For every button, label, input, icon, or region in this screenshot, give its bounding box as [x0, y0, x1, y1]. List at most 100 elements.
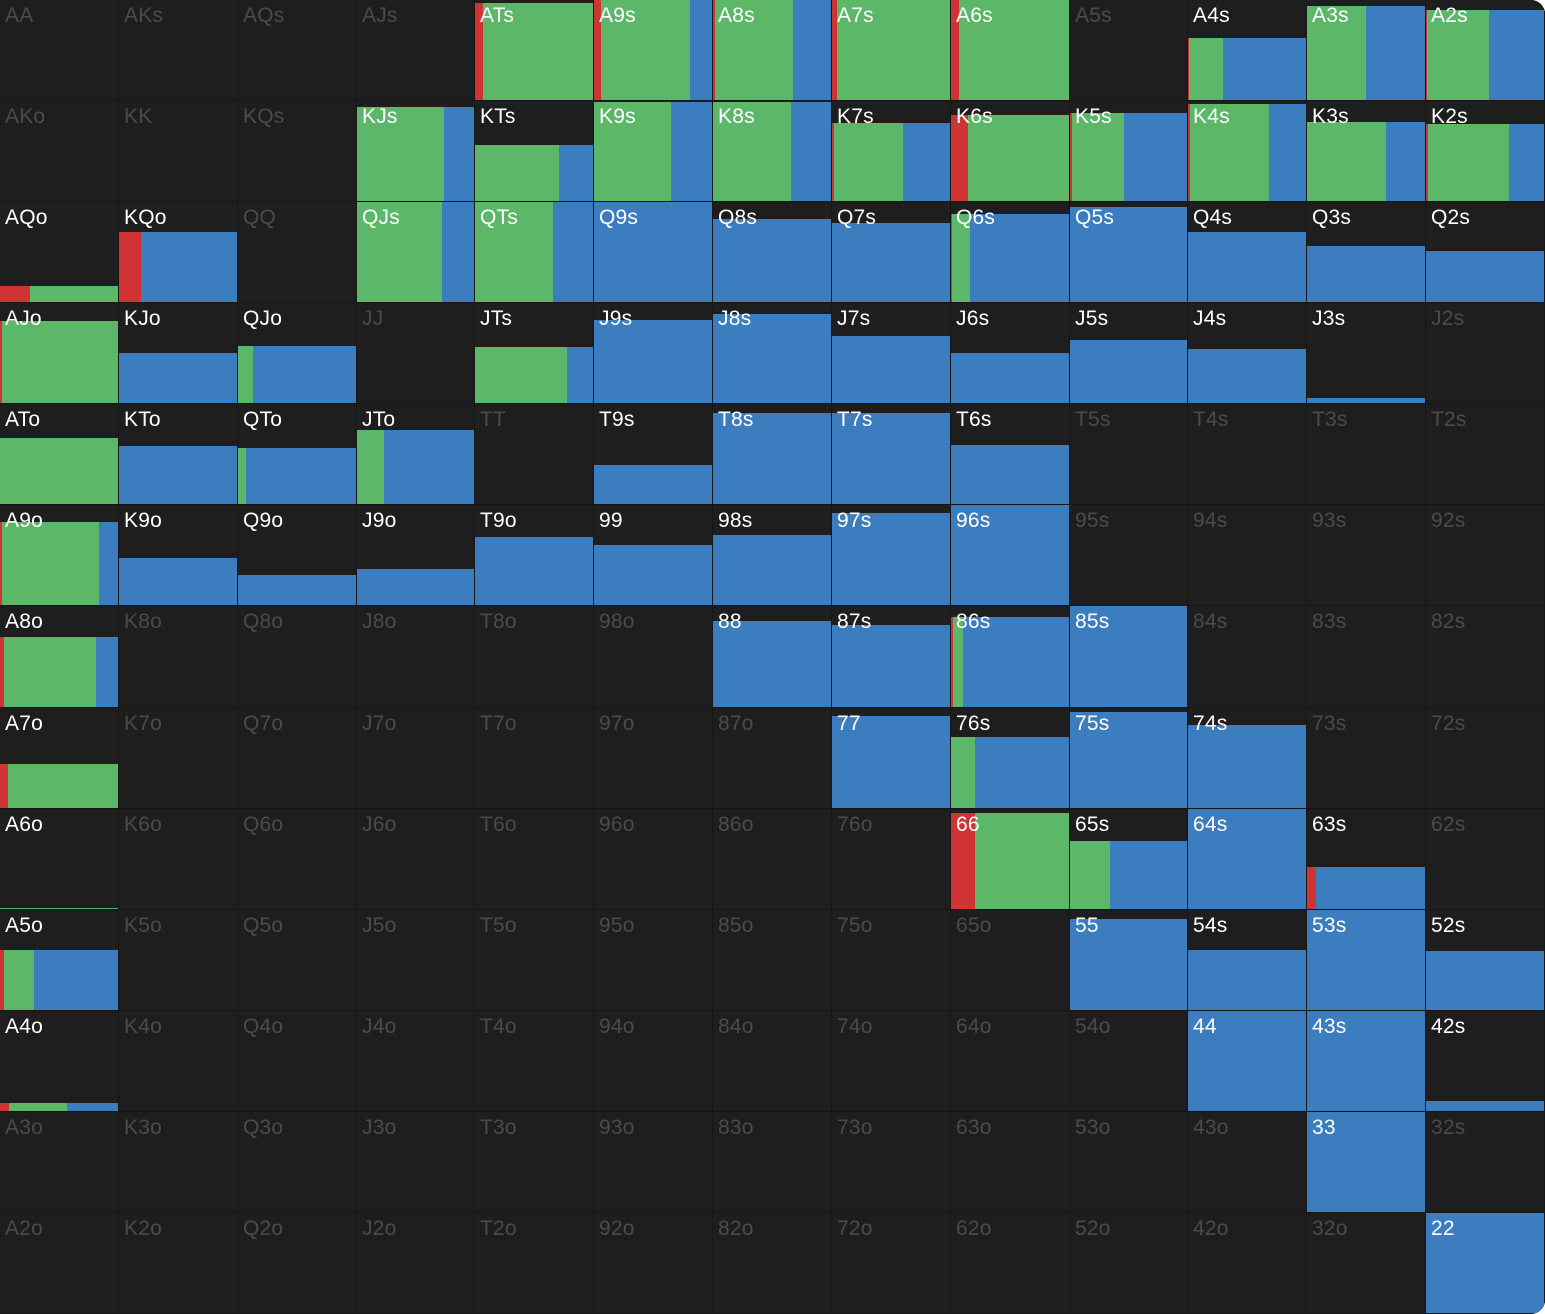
hand-cell[interactable]: K4s	[1188, 101, 1307, 202]
hand-cell[interactable]: 52s	[1426, 910, 1545, 1011]
hand-cell[interactable]: K9o	[119, 505, 238, 606]
hand-cell[interactable]: TT	[475, 404, 594, 505]
hand-cell[interactable]: 87s	[832, 606, 951, 708]
hand-cell[interactable]: AQo	[0, 202, 119, 303]
hand-cell[interactable]: AKo	[0, 101, 119, 202]
hand-cell[interactable]: K9s	[594, 101, 713, 202]
hand-cell[interactable]: 95o	[594, 910, 713, 1011]
hand-cell[interactable]: J2o	[357, 1213, 475, 1314]
hand-cell[interactable]: KJs	[357, 101, 475, 202]
hand-cell[interactable]: T9s	[594, 404, 713, 505]
hand-cell[interactable]: Q5s	[1070, 202, 1188, 303]
hand-cell[interactable]: QTo	[238, 404, 357, 505]
hand-cell[interactable]: T5o	[475, 910, 594, 1011]
hand-cell[interactable]: Q7s	[832, 202, 951, 303]
hand-cell[interactable]: Q6o	[238, 809, 357, 910]
hand-cell[interactable]: A7o	[0, 708, 119, 809]
hand-cell[interactable]: A3o	[0, 1112, 119, 1213]
hand-cell[interactable]: J6s	[951, 303, 1070, 404]
hand-cell[interactable]: 85o	[713, 910, 832, 1011]
hand-cell[interactable]: 93s	[1307, 505, 1426, 606]
hand-cell[interactable]: 62o	[951, 1213, 1070, 1314]
hand-cell[interactable]: 32s	[1426, 1112, 1545, 1213]
hand-cell[interactable]: Q3o	[238, 1112, 357, 1213]
hand-cell[interactable]: 44	[1188, 1011, 1307, 1112]
hand-cell[interactable]: 74s	[1188, 708, 1307, 809]
hand-cell[interactable]: J7s	[832, 303, 951, 404]
hand-cell[interactable]: T8s	[713, 404, 832, 505]
hand-cell[interactable]: 76o	[832, 809, 951, 910]
hand-cell[interactable]: 88	[713, 606, 832, 708]
hand-cell[interactable]: T3s	[1307, 404, 1426, 505]
hand-cell[interactable]: 73o	[832, 1112, 951, 1213]
hand-cell[interactable]: J4s	[1188, 303, 1307, 404]
hand-cell[interactable]: KQo	[119, 202, 238, 303]
hand-cell[interactable]: Q2s	[1426, 202, 1545, 303]
hand-cell[interactable]: A5o	[0, 910, 119, 1011]
hand-cell[interactable]: 85s	[1070, 606, 1188, 708]
hand-cell[interactable]: 54s	[1188, 910, 1307, 1011]
hand-cell[interactable]: AKs	[119, 0, 238, 101]
hand-cell[interactable]: 96s	[951, 505, 1070, 606]
hand-cell[interactable]: K2o	[119, 1213, 238, 1314]
hand-cell[interactable]: A8o	[0, 606, 119, 708]
hand-cell[interactable]: JTo	[357, 404, 475, 505]
hand-cell[interactable]: 83s	[1307, 606, 1426, 708]
hand-cell[interactable]: A4s	[1188, 0, 1307, 101]
hand-cell[interactable]: 65s	[1070, 809, 1188, 910]
hand-cell[interactable]: A2s	[1426, 0, 1545, 101]
hand-cell[interactable]: ATs	[475, 0, 594, 101]
hand-cell[interactable]: KJo	[119, 303, 238, 404]
hand-cell[interactable]: A6s	[951, 0, 1070, 101]
hand-cell[interactable]: T4o	[475, 1011, 594, 1112]
hand-cell[interactable]: J4o	[357, 1011, 475, 1112]
hand-cell[interactable]: 75s	[1070, 708, 1188, 809]
hand-cell[interactable]: A4o	[0, 1011, 119, 1112]
hand-cell[interactable]: 84o	[713, 1011, 832, 1112]
hand-cell[interactable]: J3o	[357, 1112, 475, 1213]
hand-cell[interactable]: 94o	[594, 1011, 713, 1112]
hand-cell[interactable]: Q4o	[238, 1011, 357, 1112]
hand-cell[interactable]: AJs	[357, 0, 475, 101]
hand-cell[interactable]: 43o	[1188, 1112, 1307, 1213]
hand-cell[interactable]: QQ	[238, 202, 357, 303]
hand-cell[interactable]: 76s	[951, 708, 1070, 809]
hand-cell[interactable]: A5s	[1070, 0, 1188, 101]
hand-cell[interactable]: 87o	[713, 708, 832, 809]
hand-cell[interactable]: KQs	[238, 101, 357, 202]
hand-cell[interactable]: J3s	[1307, 303, 1426, 404]
hand-cell[interactable]: J6o	[357, 809, 475, 910]
hand-cell[interactable]: K3s	[1307, 101, 1426, 202]
hand-cell[interactable]: 84s	[1188, 606, 1307, 708]
hand-cell[interactable]: 82o	[713, 1213, 832, 1314]
hand-cell[interactable]: Q9o	[238, 505, 357, 606]
hand-cell[interactable]: 96o	[594, 809, 713, 910]
hand-cell[interactable]: 63o	[951, 1112, 1070, 1213]
hand-cell[interactable]: ATo	[0, 404, 119, 505]
hand-cell[interactable]: Q3s	[1307, 202, 1426, 303]
hand-cell[interactable]: A9s	[594, 0, 713, 101]
hand-cell[interactable]: 73s	[1307, 708, 1426, 809]
hand-cell[interactable]: 83o	[713, 1112, 832, 1213]
hand-cell[interactable]: 42s	[1426, 1011, 1545, 1112]
hand-cell[interactable]: K5s	[1070, 101, 1188, 202]
hand-cell[interactable]: 54o	[1070, 1011, 1188, 1112]
hand-cell[interactable]: 93o	[594, 1112, 713, 1213]
hand-cell[interactable]: QJo	[238, 303, 357, 404]
hand-cell[interactable]: K3o	[119, 1112, 238, 1213]
hand-cell[interactable]: T7s	[832, 404, 951, 505]
hand-cell[interactable]: AJo	[0, 303, 119, 404]
hand-cell[interactable]: 72s	[1426, 708, 1545, 809]
hand-cell[interactable]: 66	[951, 809, 1070, 910]
hand-cell[interactable]: 94s	[1188, 505, 1307, 606]
hand-cell[interactable]: J8o	[357, 606, 475, 708]
hand-cell[interactable]: 64s	[1188, 809, 1307, 910]
hand-cell[interactable]: QTs	[475, 202, 594, 303]
hand-cell[interactable]: K8o	[119, 606, 238, 708]
hand-cell[interactable]: 32o	[1307, 1213, 1426, 1314]
hand-cell[interactable]: 72o	[832, 1213, 951, 1314]
hand-cell[interactable]: T5s	[1070, 404, 1188, 505]
hand-cell[interactable]: 92s	[1426, 505, 1545, 606]
hand-cell[interactable]: 98s	[713, 505, 832, 606]
hand-cell[interactable]: QJs	[357, 202, 475, 303]
